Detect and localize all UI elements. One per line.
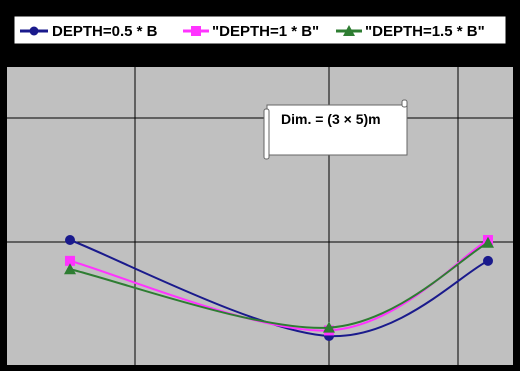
legend-box bbox=[13, 15, 507, 45]
series-layer bbox=[64, 235, 494, 341]
series-0-point-2 bbox=[483, 255, 493, 266]
annotation-box bbox=[266, 104, 408, 156]
plot-area bbox=[7, 67, 513, 365]
series-2-point-1 bbox=[323, 321, 335, 333]
series-2-point-2 bbox=[482, 236, 494, 248]
series-line-2 bbox=[69, 241, 489, 329]
annotation-handle-left bbox=[263, 108, 270, 160]
legend: DEPTH=0.5 * B "DEPTH=1 * B" "DEPTH=1.5 *… bbox=[13, 15, 507, 45]
legend-label-1: "DEPTH=1 * B" bbox=[212, 23, 319, 40]
annotation-handle-right bbox=[401, 99, 408, 108]
legend-label-2: "DEPTH=1.5 * B" bbox=[365, 23, 485, 40]
series-2-point-0 bbox=[64, 263, 76, 275]
legend-marker-circle-icon bbox=[29, 26, 39, 36]
series-1-point-0 bbox=[65, 255, 75, 266]
annotation-text: Dim. = (3 × 5)m bbox=[281, 111, 381, 127]
legend-marker-square-icon bbox=[191, 26, 201, 36]
annotation: Dim. = (3 × 5)m bbox=[263, 99, 408, 160]
legend-label-0: DEPTH=0.5 * B bbox=[52, 23, 158, 40]
series-line-0 bbox=[69, 239, 489, 338]
series-0-point-0 bbox=[65, 235, 75, 245]
legend-marker-triangle-icon bbox=[343, 25, 355, 36]
